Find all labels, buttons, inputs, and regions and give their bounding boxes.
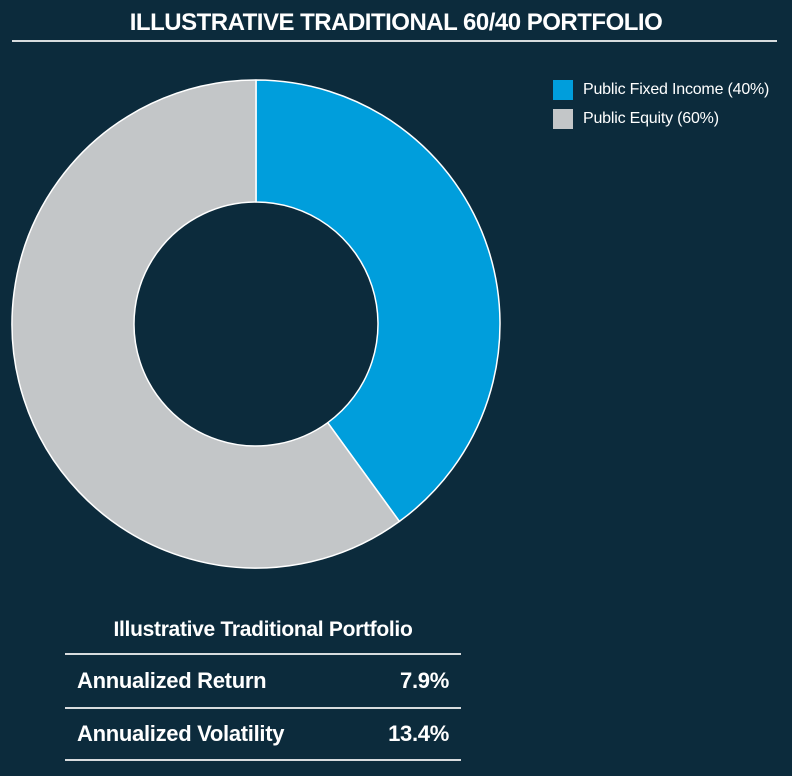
- page-title: ILLUSTRATIVE TRADITIONAL 60/40 PORTFOLIO: [129, 9, 663, 36]
- stat-value: 7.9%: [400, 668, 449, 693]
- legend-item: Public Fixed Income (40%): [553, 80, 769, 100]
- legend-swatch-equity: [553, 109, 573, 129]
- legend-label: Public Fixed Income (40%): [583, 81, 770, 98]
- stats-table-header: Illustrative Traditional Portfolio: [113, 617, 413, 641]
- legend-label: Public Equity (60%): [583, 110, 719, 127]
- donut-chart: [11, 79, 501, 569]
- stats-table: Illustrative Traditional Portfolio Annua…: [65, 606, 461, 761]
- donut-segment: [11, 79, 401, 569]
- legend-swatch-fixed-income: [553, 80, 573, 100]
- table-row: Annualized Volatility 13.4%: [65, 707, 461, 761]
- stat-label: Annualized Return: [77, 668, 267, 693]
- table-row: Annualized Return 7.9%: [65, 653, 461, 707]
- stat-value: 13.4%: [388, 721, 449, 746]
- donut-segment: [255, 79, 501, 523]
- title-underline: [12, 40, 777, 42]
- stat-label: Annualized Volatility: [77, 721, 285, 746]
- chart-legend: Public Fixed Income (40%) Public Equity …: [553, 80, 769, 138]
- legend-item: Public Equity (60%): [553, 109, 769, 129]
